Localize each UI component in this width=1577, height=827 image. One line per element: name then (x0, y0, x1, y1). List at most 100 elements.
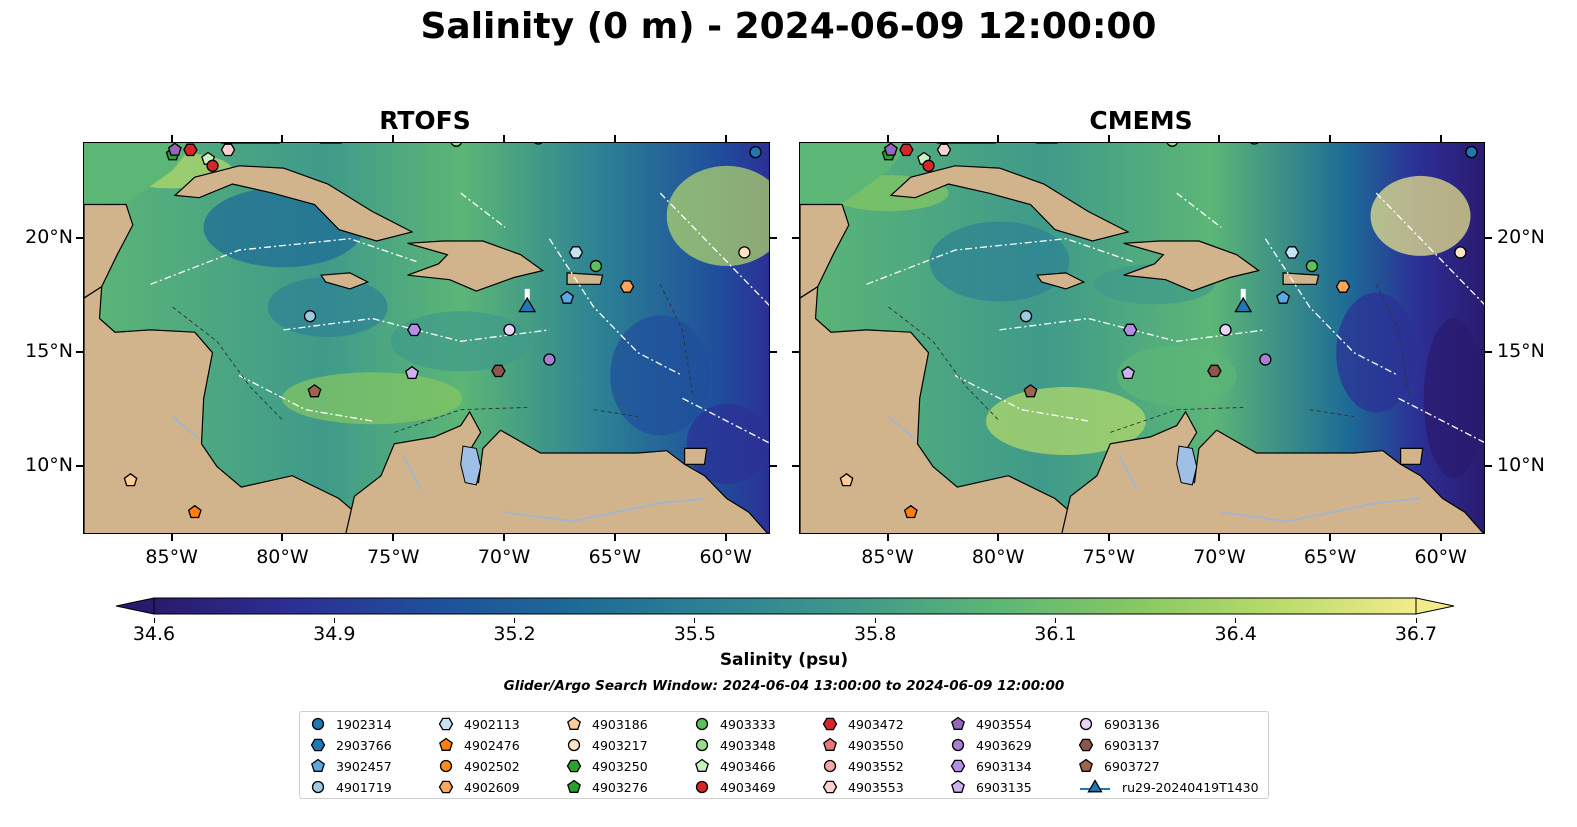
river (1118, 454, 1138, 490)
lon-tick-label: 85°W (145, 546, 198, 568)
eez-boundary (1264, 238, 1399, 377)
lon-tick-label: 85°W (861, 546, 914, 568)
eez-boundary (460, 192, 506, 228)
legend-item-4902476: 4902476 (438, 737, 520, 753)
salinity-patch (666, 165, 769, 266)
legend-marker-4903250 (566, 759, 582, 773)
legend-label: 4903554 (976, 716, 1032, 732)
legend-marker-2903766 (310, 738, 326, 752)
rtofs-map[interactable] (83, 142, 770, 534)
eez-boundary (682, 397, 769, 444)
legend-label: 4903629 (976, 737, 1032, 753)
lat-tick-right (1485, 464, 1492, 467)
lon-tick (170, 534, 173, 541)
colorbar-tick (1415, 618, 1417, 623)
lon-tick-top (392, 135, 395, 142)
legend-marker-4902476 (439, 737, 453, 751)
float-marker-6903137 (1207, 364, 1222, 378)
legend-marker-6903727 (1079, 758, 1093, 772)
lon-tick (392, 534, 395, 541)
lat-tick-left (792, 464, 799, 467)
cmems-map[interactable] (799, 142, 1485, 534)
salinity-patch (1423, 318, 1484, 479)
float-marker-4902609 (619, 280, 635, 293)
lon-tick-top (1439, 135, 1442, 142)
lon-tick (1439, 534, 1442, 541)
legend-item-6903727: 6903727 (1078, 758, 1160, 774)
colorbar-tick-label: 35.2 (493, 623, 536, 645)
legend-label: 6903135 (976, 779, 1032, 795)
float-marker-4903348 (450, 143, 463, 147)
legend-item-4903217: 4903217 (566, 737, 648, 753)
legend-label: 4903553 (848, 779, 904, 795)
lon-tick-top (503, 135, 506, 142)
legend-label: 4903348 (720, 737, 776, 753)
bathymetry-contour (888, 306, 1000, 422)
legend-item-4903629: 4903629 (950, 737, 1032, 753)
lon-tick (503, 534, 506, 541)
legend-marker-4903469 (695, 780, 709, 794)
float-marker-4903217 (738, 246, 751, 259)
legend-marker-4903552 (823, 759, 837, 773)
land-yucatan (84, 203, 134, 299)
float-marker-6903136 (503, 323, 516, 337)
lon-tick (997, 534, 1000, 541)
lon-tick (1329, 534, 1332, 541)
legend-marker-4902113 (438, 717, 454, 731)
legend-item-3902457: 3902457 (310, 758, 392, 774)
legend-label: ru29-20240419T1430 (1122, 779, 1259, 795)
float-marker-4903629 (543, 353, 556, 366)
float-marker-4903554 (883, 143, 898, 156)
land-hispaniola (407, 240, 545, 292)
lon-tick-label: 80°W (971, 546, 1025, 568)
bathymetry-contour (659, 284, 694, 399)
legend-item-ru29-20240419T1430: ru29-20240419T1430 (1078, 779, 1259, 795)
legend-label: 4903186 (592, 716, 648, 732)
float-marker-4903469 (206, 159, 219, 172)
bathymetry-contour (1375, 284, 1410, 399)
river (402, 454, 422, 490)
legend-marker-4903472 (822, 717, 838, 731)
legend-item-4902113: 4902113 (438, 716, 520, 732)
salinity-patch (282, 372, 463, 425)
legend-marker-4903466 (695, 758, 709, 772)
colorbar-tick (874, 618, 876, 623)
land-jamaica (1036, 272, 1086, 290)
land-hispaniola (1123, 240, 1261, 292)
search-window-note: Glider/Argo Search Window: 2024-06-04 13… (503, 678, 1065, 694)
float-marker-6903727 (1023, 384, 1038, 398)
float-marker-6903134 (406, 323, 422, 337)
legend-marker-4903276 (567, 779, 581, 793)
legend-item-4903552: 4903552 (822, 758, 904, 774)
bathymetry-contour (593, 409, 639, 417)
salinity-patch (267, 277, 388, 338)
eez-boundary (1398, 397, 1484, 443)
lon-tick (724, 534, 727, 541)
legend-item-4901719: 4901719 (310, 779, 392, 795)
float-marker-4902609 (1335, 280, 1351, 293)
lake-maracaibo (460, 445, 482, 486)
legend-label: 4902609 (464, 779, 520, 795)
legend-label: 4903466 (720, 758, 776, 774)
legend-label: 6903136 (1104, 716, 1160, 732)
legend-marker-3902457 (311, 758, 325, 772)
float-marker-3902457 (1276, 290, 1291, 304)
lon-tick-label: 70°W (477, 546, 531, 568)
float-marker-4903348 (1166, 143, 1179, 147)
lon-tick-top (1329, 135, 1332, 142)
lon-tick (1107, 534, 1110, 541)
eez-boundary (150, 238, 417, 285)
float-marker-6903135 (1121, 365, 1135, 380)
glider-marker (1234, 296, 1253, 313)
legend-marker-6903137 (1078, 738, 1094, 752)
float-marker-4903554 (167, 143, 182, 156)
float-marker-4903333 (589, 259, 603, 273)
legend-item-6903136: 6903136 (1078, 716, 1160, 732)
legend-marker-4903553 (822, 780, 838, 794)
colorbar-tick (1054, 618, 1056, 623)
eez-boundary (866, 238, 1133, 285)
lon-tick (281, 534, 284, 541)
lon-tick (613, 534, 616, 541)
float-marker-4903472 (899, 143, 914, 157)
float-marker-4902476 (903, 504, 918, 519)
